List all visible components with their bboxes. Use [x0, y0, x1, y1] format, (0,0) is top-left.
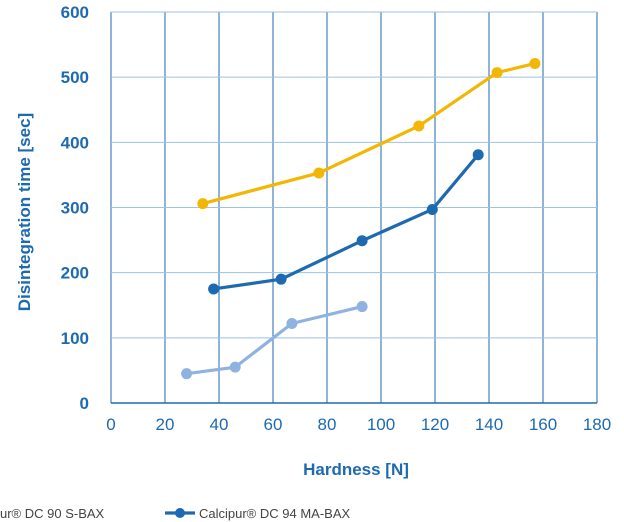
- data-point: [427, 204, 438, 215]
- legend-item: ur® DC 90 S-BAX: [0, 506, 105, 521]
- y-axis-title: Disintegration time [sec]: [15, 113, 34, 311]
- data-point: [492, 67, 503, 78]
- x-tick-label: 180: [583, 415, 611, 434]
- x-tick-label: 140: [475, 415, 503, 434]
- y-tick-label: 400: [61, 133, 89, 152]
- data-point: [276, 274, 287, 285]
- legend-label: ur® DC 90 S-BAX: [0, 506, 105, 521]
- x-tick-label: 0: [106, 415, 115, 434]
- x-tick-label: 80: [318, 415, 337, 434]
- y-tick-label: 200: [61, 264, 89, 283]
- data-point: [230, 362, 241, 373]
- data-point: [357, 301, 368, 312]
- y-tick-label: 100: [61, 329, 89, 348]
- y-tick-label: 600: [61, 3, 89, 22]
- data-point: [208, 283, 219, 294]
- data-point: [473, 149, 484, 160]
- y-tick-label: 300: [61, 199, 89, 218]
- data-point: [313, 167, 324, 178]
- y-tick-label: 0: [80, 394, 89, 413]
- x-tick-label: 40: [210, 415, 229, 434]
- x-tick-label: 60: [264, 415, 283, 434]
- x-tick-label: 100: [367, 415, 395, 434]
- data-point: [181, 368, 192, 379]
- legend-label: Calcipur® DC 94 MA-BAX: [199, 506, 351, 521]
- y-tick-label: 500: [61, 68, 89, 87]
- data-point: [529, 58, 540, 69]
- x-tick-label: 120: [421, 415, 449, 434]
- data-point: [197, 198, 208, 209]
- data-point: [286, 318, 297, 329]
- data-point: [413, 121, 424, 132]
- x-tick-label: 160: [529, 415, 557, 434]
- x-tick-label: 20: [156, 415, 175, 434]
- data-point: [357, 235, 368, 246]
- x-axis-title: Hardness [N]: [303, 460, 409, 479]
- legend-swatch-marker: [175, 508, 185, 518]
